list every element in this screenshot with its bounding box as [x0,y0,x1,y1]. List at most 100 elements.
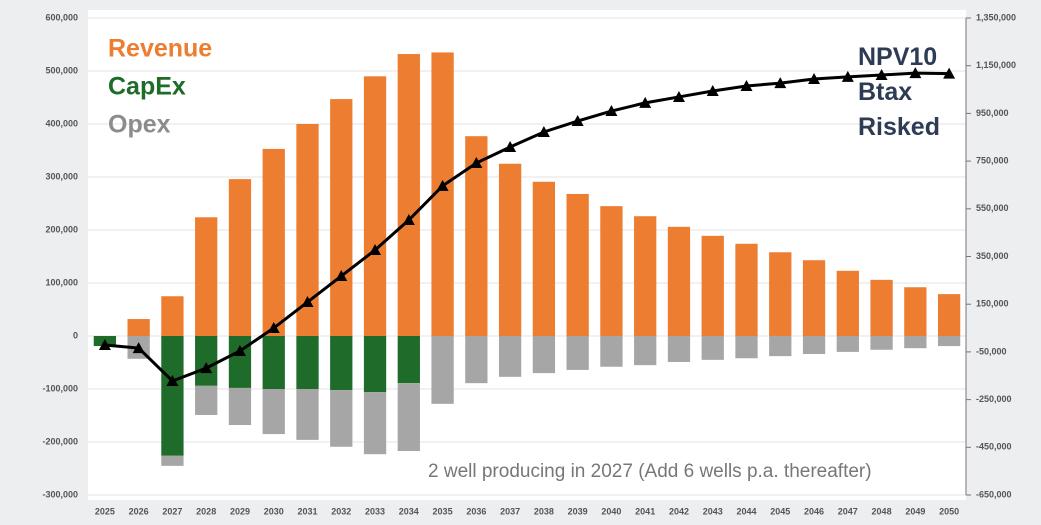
x-tick-label: 2049 [905,506,925,516]
y-tick-label: -200,000 [42,436,78,446]
bar-capex [330,336,353,391]
x-tick-label: 2035 [433,506,453,516]
x-tick-label: 2050 [939,506,959,516]
npv-marker [571,115,584,127]
npv-marker [808,73,821,85]
legend-line-word: Btax [858,78,919,106]
npv-marker [740,79,753,91]
bar-opex [397,383,420,452]
bar-revenue [330,99,353,336]
y2-tick-label: 750,000 [976,155,1009,165]
bar-opex [769,336,792,357]
npv-marker [369,244,382,256]
bar-opex [735,336,758,359]
y2-tick-label: -250,000 [976,394,1012,404]
npv-marker [200,362,213,374]
bar-revenue [566,193,589,336]
bar-opex [532,336,556,374]
x-tick-label: 2041 [635,506,655,516]
bar-opex [667,336,691,362]
bar-opex [363,392,387,455]
bar-revenue [195,217,218,336]
x-tick-label: 2043 [703,506,723,516]
bar-opex [228,387,252,426]
npv-marker [436,179,449,191]
npv-marker [672,90,685,102]
npv-marker [639,96,652,108]
x-tick-label: 2032 [331,506,351,516]
y-tick-label: -100,000 [42,383,78,393]
bar-revenue [498,163,522,336]
bar-opex [195,385,218,415]
y-tick-label: 100,000 [45,277,78,287]
npv-marker [166,374,179,386]
x-tick-label: 2046 [804,506,824,516]
y-tick-label: 200,000 [45,224,78,234]
bar-revenue [431,52,454,336]
npv-marker [402,214,415,226]
npv-marker [233,344,246,356]
bar-opex [431,336,454,404]
bar-opex [802,336,826,355]
y2-tick-label: 150,000 [976,299,1009,309]
bar-revenue [634,216,657,336]
bar-capex [296,336,319,389]
plot-area [88,10,966,500]
y2-tick-label: 1,150,000 [976,60,1016,70]
legend-line: NPV10 Btax Risked [858,43,944,141]
bar-revenue [127,319,150,336]
x-tick-label: 2026 [129,506,149,516]
y-tick-label: 400,000 [45,118,78,128]
x-tick-label: 2037 [500,506,520,516]
bar-revenue [667,226,691,336]
bar-opex [701,336,724,360]
x-tick-label: 2031 [297,506,317,516]
bar-capex [397,336,420,384]
x-tick-label: 2025 [95,506,115,516]
x-tick-label: 2029 [230,506,250,516]
npv-marker [841,70,854,82]
bar-revenue [904,287,927,336]
bar-opex [634,336,657,366]
npv-marker [909,67,922,79]
bar-opex [262,389,285,435]
x-tick-label: 2038 [534,506,554,516]
legend-line-word: NPV10 [858,43,944,71]
bar-capex [161,336,184,456]
y-tick-label: 0 [73,330,78,340]
bar-opex [937,336,961,347]
npv-marker [301,296,314,308]
y-tick-label: -300,000 [42,489,78,499]
npv-marker [504,141,517,153]
bar-revenue [228,179,252,336]
bar-opex [330,390,353,447]
bar-revenue [532,181,556,336]
bar-opex [498,336,522,377]
bar-opex [161,455,184,466]
x-tick-label: 2030 [264,506,284,516]
y-tick-label: 500,000 [45,65,78,75]
legend-revenue: Revenue [108,35,212,63]
x-tick-label: 2039 [568,506,588,516]
bar-opex [870,336,893,350]
x-tick-label: 2042 [669,506,689,516]
npv-marker [98,338,111,350]
bar-capex [363,336,387,393]
bar-revenue [802,260,826,336]
x-tick-label: 2036 [466,506,486,516]
bar-revenue [397,54,420,336]
x-tick-label: 2045 [770,506,790,516]
bar-opex [296,389,319,440]
y2-tick-label: 350,000 [976,251,1009,261]
bar-revenue [836,270,859,336]
legend-capex: CapEx [108,73,186,101]
legend-opex: Opex [108,111,171,139]
x-tick-label: 2044 [736,506,756,516]
x-tick-label: 2047 [838,506,858,516]
npv-marker [943,67,956,79]
x-tick-label: 2034 [399,506,419,516]
bar-opex [836,336,859,352]
bar-revenue [600,206,623,336]
y-tick-label: 600,000 [45,12,78,22]
